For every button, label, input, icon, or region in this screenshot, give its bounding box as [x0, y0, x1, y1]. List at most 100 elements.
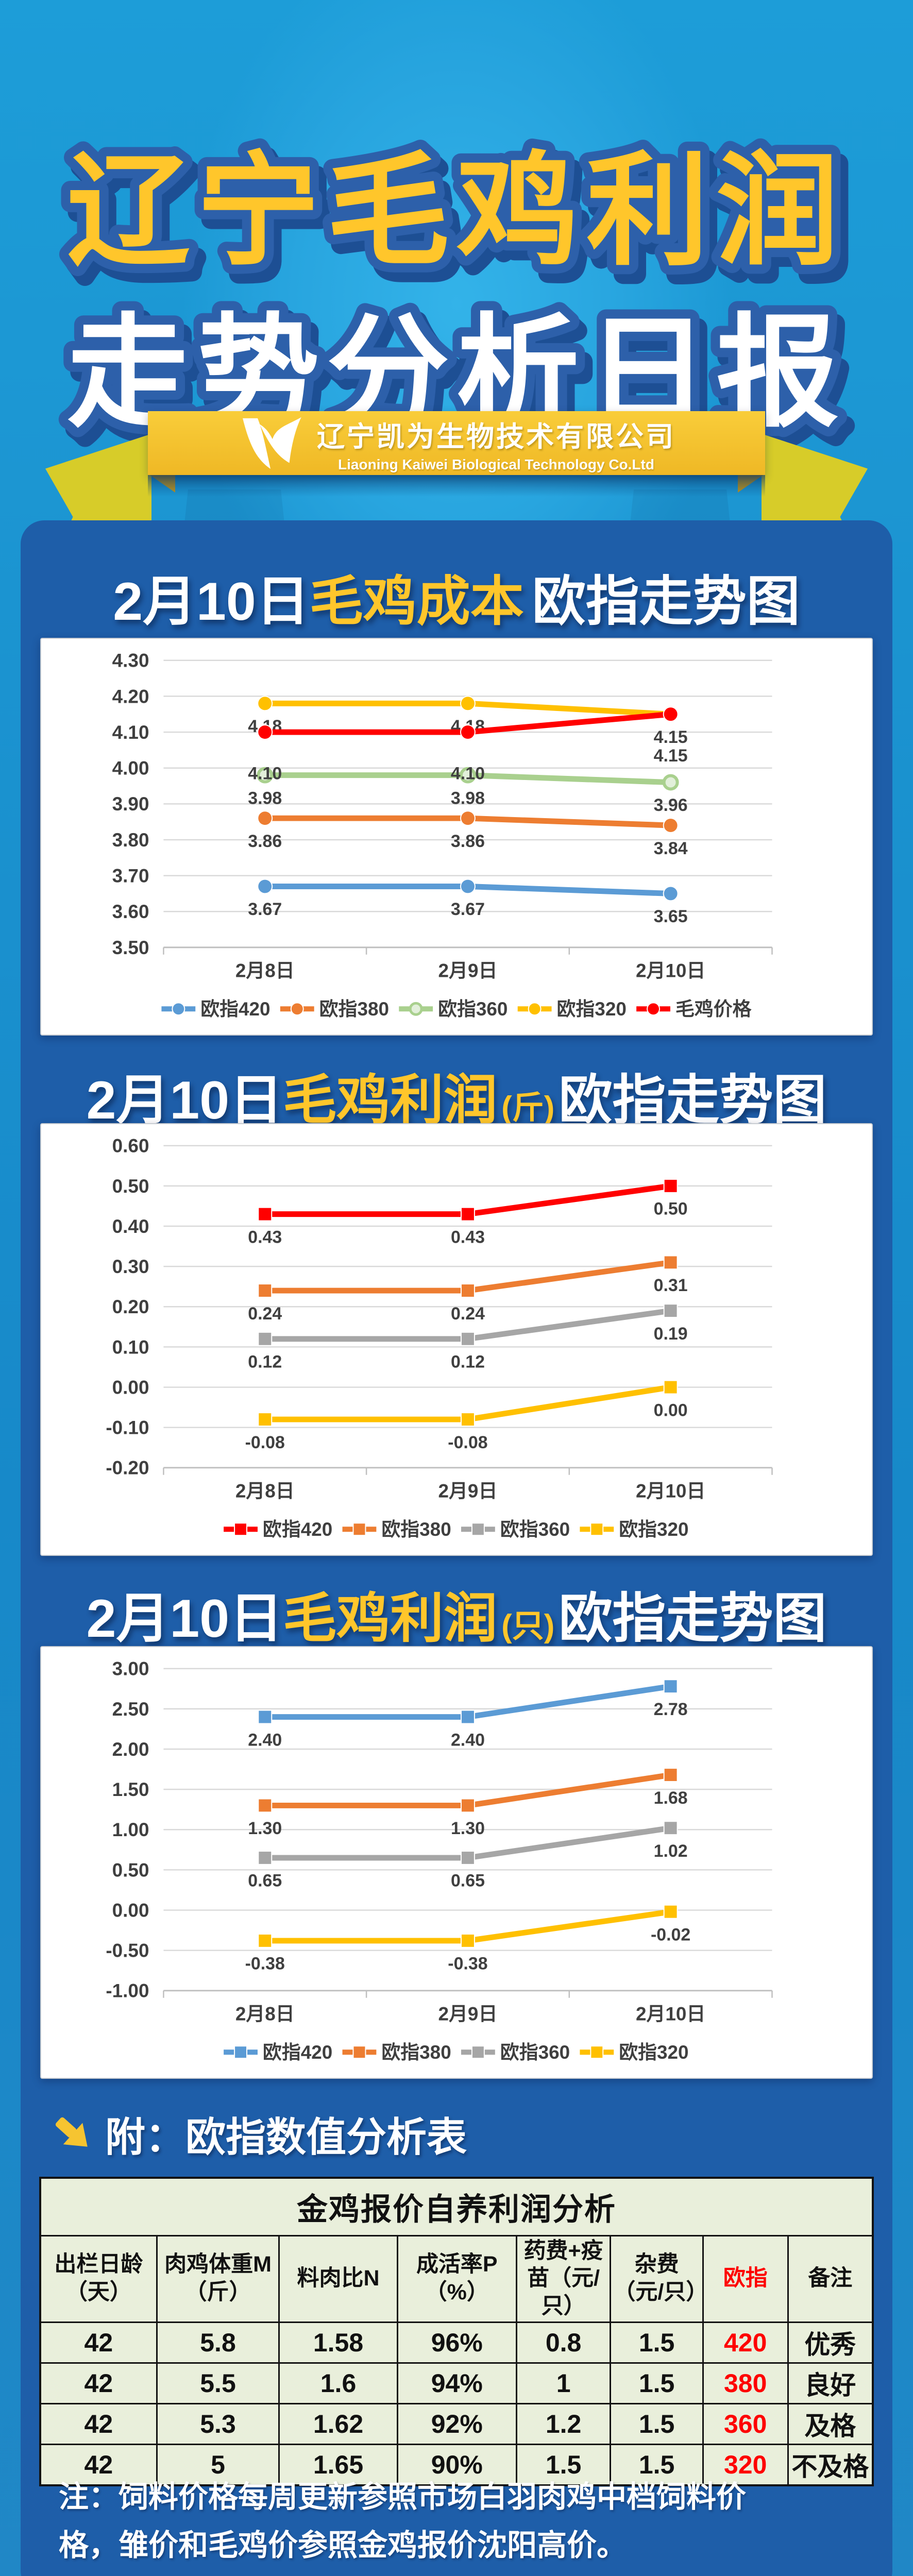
data-point [257, 696, 273, 711]
data-point [663, 818, 679, 834]
y-tick-label: 2.50 [112, 1699, 149, 1720]
table-cell: 92% [396, 2402, 517, 2445]
data-label: 2.40 [451, 1730, 485, 1750]
legend-item: 欧指360 [399, 998, 508, 1020]
table-cell: 1.62 [278, 2402, 398, 2445]
table-cell: 0.8 [515, 2321, 612, 2364]
column-header: 欧指 [702, 2234, 789, 2323]
x-category-label: 2月8日 [235, 960, 295, 981]
data-point [663, 1768, 678, 1782]
y-tick-label: 4.30 [112, 650, 149, 671]
y-tick-label: 0.00 [112, 1900, 149, 1921]
column-header: 肉鸡体重M（斤） [156, 2234, 280, 2323]
table-row: 42 5.5 1.6 94% 1 1.5 380 良好 [39, 2362, 874, 2404]
column-header: 杂费（元/只） [610, 2234, 708, 2323]
data-point [258, 1933, 273, 1948]
y-tick-label: 0.50 [112, 1859, 149, 1880]
table-cell: 380 [702, 2362, 789, 2404]
data-point [257, 878, 273, 894]
data-label: 0.43 [248, 1227, 282, 1247]
legend-label: 欧指360 [500, 1519, 570, 1540]
data-label: 1.68 [654, 1788, 688, 1808]
legend-label: 欧指420 [263, 2042, 332, 2063]
section1-suffix: 欧指走势图 [532, 572, 800, 632]
table-cell: 优秀 [787, 2321, 874, 2364]
data-label: 0.50 [654, 1199, 688, 1219]
data-point [663, 706, 679, 722]
y-tick-label: 4.00 [112, 758, 149, 779]
column-header: 成活率P（%） [396, 2234, 517, 2323]
section2-suffix: 欧指走势图 [559, 1071, 827, 1130]
y-tick-label: 3.90 [112, 793, 149, 815]
data-label: 1.30 [248, 1819, 282, 1838]
legend-label: 欧指320 [619, 2042, 688, 2063]
table-cell: 5.8 [156, 2321, 280, 2364]
main-title: 辽宁毛鸡利润 辽宁毛鸡利润 走势分析日报 走势分析日报 [58, 134, 856, 457]
cost-chart-card: 4.30 4.20 4.10 4.00 3.90 3.80 3.70 3.60 3.50 2月8日… [40, 638, 873, 1036]
y-tick-label: 0.60 [112, 1136, 149, 1157]
x-category-label: 2月10日 [636, 960, 705, 981]
profit-per-jin-chart-card: 0.60 0.50 0.40 0.30 0.20 0.10 0.00 -0.10 -0.20 2月… [40, 1123, 873, 1556]
data-point [460, 878, 476, 894]
column-header: 出栏日龄（天） [39, 2234, 158, 2323]
data-point [258, 1283, 273, 1298]
data-point [257, 767, 274, 784]
data-point [663, 1255, 678, 1270]
legend-item: 欧指380 [280, 998, 389, 1020]
y-tick-label: 4.20 [112, 686, 149, 707]
section2-highlight: 毛鸡利润 [283, 1071, 498, 1130]
content-panel: 2月10日毛鸡成本 欧指走势图 4.30 4.20 4.10 4.00 3.90 3.80 3… [21, 520, 892, 2576]
data-label: 3.84 [654, 839, 688, 858]
legend-label: 欧指360 [500, 2042, 570, 2063]
ribbon-shadow [148, 474, 765, 497]
legend-label: 欧指320 [619, 1519, 688, 1540]
y-tick-label: 3.50 [112, 937, 149, 958]
data-point [460, 696, 476, 711]
y-tick-label: 3.00 [112, 1658, 149, 1680]
data-label: 0.65 [248, 1871, 282, 1891]
profit-per-bird-chart-card: 3.00 2.50 2.00 1.50 1.00 0.50 0.00 -0.50 -1.00 2月… [40, 1646, 873, 2079]
data-label: 3.65 [654, 907, 688, 926]
table-cell: 5 [156, 2443, 280, 2486]
column-header: 备注 [787, 2234, 874, 2323]
legend-item: 欧指320 [580, 1519, 689, 1540]
table-cell: 42 [39, 2362, 158, 2404]
data-label: 4.15 [654, 746, 688, 766]
legend-label: 欧指420 [263, 1519, 332, 1540]
data-label: -0.08 [245, 1433, 285, 1452]
table-cell: 1 [515, 2362, 612, 2404]
data-point [257, 810, 273, 826]
table-cell: 420 [702, 2321, 789, 2364]
data-label: 3.86 [451, 832, 485, 851]
data-label: -0.38 [245, 1954, 285, 1974]
data-point [460, 810, 476, 826]
y-tick-label: 1.50 [112, 1779, 149, 1800]
section2-date: 2月10日 [86, 1071, 283, 1130]
section-title-profit-bird: 2月10日毛鸡利润 (只)欧指走势图 [21, 1574, 892, 1652]
section2-unit: (斤) [501, 1090, 555, 1126]
y-tick-label: -1.00 [106, 1980, 149, 2002]
x-category-label: 2月10日 [636, 2004, 705, 2025]
data-point [663, 1303, 678, 1318]
table-cell: 及格 [787, 2402, 874, 2445]
legend-item: 欧指320 [580, 2042, 689, 2063]
y-tick-label: 2.00 [112, 1739, 149, 1760]
table-cell: 1.5 [610, 2362, 704, 2404]
data-point [663, 1178, 678, 1193]
analysis-heading-text: 附：欧指数值分析表 [105, 2114, 467, 2160]
table-cell: 1.65 [278, 2443, 398, 2486]
table-cell: 1.5 [610, 2443, 704, 2486]
legend-item: 欧指380 [342, 1519, 451, 1540]
section3-date: 2月10日 [86, 1589, 283, 1649]
table-cell: 360 [702, 2402, 789, 2445]
data-point [258, 1412, 273, 1427]
data-point [460, 1933, 475, 1948]
arrow-down-right-icon [55, 2117, 88, 2147]
company-banner: 辽宁凯为生物技术有限公司 Liaoning Kaiwei Biological … [148, 411, 765, 475]
company-logo-icon [243, 417, 301, 469]
y-tick-label: 1.00 [112, 1819, 149, 1840]
table-cell: 90% [396, 2443, 517, 2486]
legend-label: 欧指380 [319, 998, 389, 1020]
section-title-cost: 2月10日毛鸡成本 欧指走势图 [21, 557, 892, 635]
data-label: -0.02 [651, 1925, 690, 1944]
